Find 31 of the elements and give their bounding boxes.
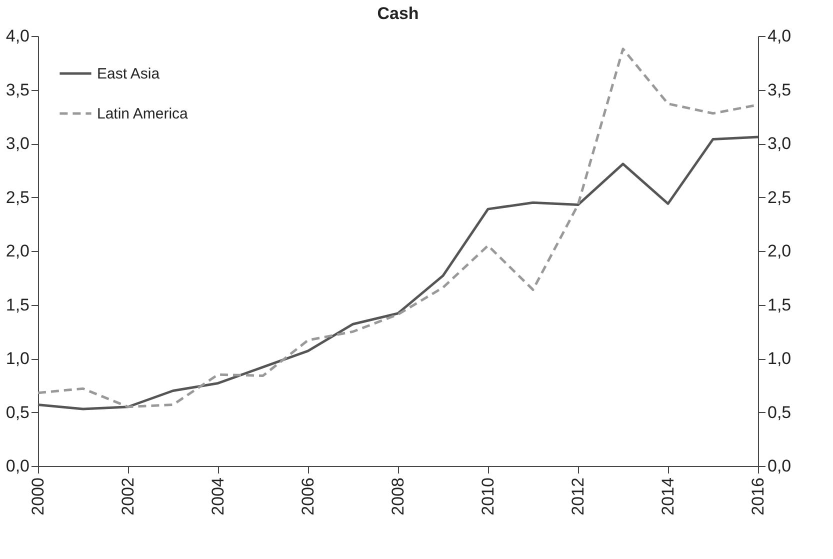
legend-label: Latin America: [97, 106, 189, 122]
y2-tick-label: 0,5: [768, 402, 792, 422]
y-tick-label: 3,5: [6, 80, 30, 100]
y2-tick-label: 3,5: [768, 80, 792, 100]
y-tick-label: 2,5: [6, 188, 30, 207]
y2-tick-label: 2,0: [768, 242, 792, 260]
chart-title: Cash: [377, 4, 419, 23]
x-tick-label: 2000: [28, 478, 48, 516]
y2-tick-label: 2,5: [768, 188, 792, 207]
y-tick-label: 1,5: [6, 295, 30, 314]
x-tick-label: 2010: [478, 478, 498, 516]
x-tick-label: 2006: [298, 478, 318, 516]
x-tick-label: 2014: [658, 478, 678, 516]
x-tick-label: 2002: [118, 478, 138, 516]
y-tick-label: 0,0: [6, 456, 30, 476]
y-tick-label: 0,5: [6, 402, 30, 422]
x-tick-label: 2012: [568, 478, 588, 516]
line-series: [36, 136, 760, 410]
x-tick-label: 2004: [208, 478, 228, 516]
x-tick-label: 2016: [748, 478, 768, 516]
y-tick-label: 1,0: [6, 349, 30, 368]
y2-tick-label: 1,5: [768, 295, 792, 314]
x-tick-label: 2008: [388, 478, 408, 516]
y-tick-label: 3,0: [6, 134, 30, 153]
y2-tick-label: 0,0: [768, 456, 792, 476]
y-tick-label: 4,0: [6, 26, 30, 46]
y2-tick-label: 3,0: [768, 134, 792, 153]
y2-tick-label: 4,0: [768, 26, 792, 46]
y-tick-label: 2,0: [6, 242, 30, 260]
legend-label: East Asia: [97, 66, 160, 82]
y2-tick-label: 1,0: [768, 349, 792, 368]
